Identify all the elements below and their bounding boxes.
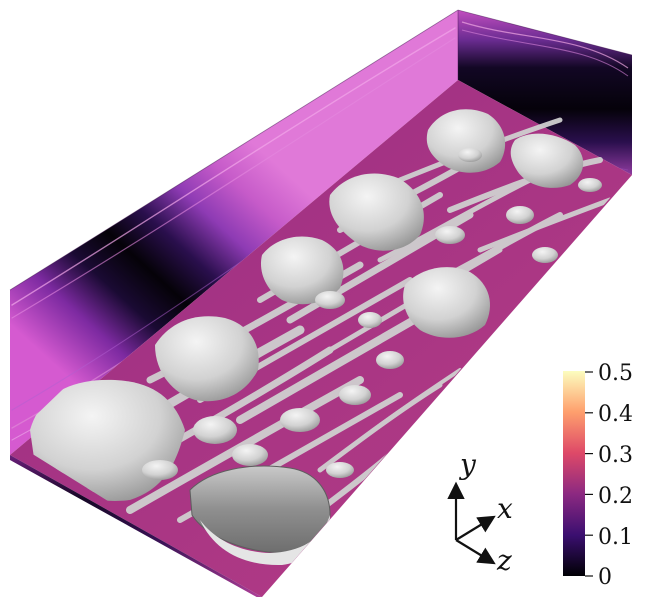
z-axis-arrow (455, 539, 496, 565)
hairpin-vortex-7 (510, 133, 584, 188)
hairpin-vortex-2 (155, 316, 259, 402)
colorbar-tick-label: 0.2 (598, 484, 633, 509)
x-axis-arrow (455, 515, 496, 541)
hairpin-vortex-5 (426, 109, 506, 173)
axes-triad (447, 481, 496, 565)
colorbar: 0.5 0.4 0.3 0.2 0.1 0 (563, 361, 633, 590)
hairpin-vortex-3 (260, 236, 344, 305)
hairpin-vortex-6 (403, 267, 490, 338)
front-wall (10, 455, 262, 597)
z-axis-label: z (496, 544, 512, 577)
back-wall (10, 10, 458, 455)
colorbar-tick-label: 0 (598, 565, 612, 590)
colorbar-ticks (585, 371, 593, 577)
colorbar-tick-label: 0.5 (598, 361, 633, 386)
hairpin-vortex-4 (329, 173, 424, 251)
colorbar-tick-label: 0.3 (598, 443, 633, 468)
isosurface-structures (30, 109, 613, 566)
x-axis-label: x (497, 492, 513, 525)
box-edges (9, 9, 633, 291)
colorbar-tick-label: 0.4 (598, 402, 633, 427)
colorbar-tick-label: 0.1 (598, 525, 633, 550)
y-axis-label: y (458, 448, 477, 481)
end-wall (458, 10, 632, 175)
colorbar-gradient (563, 371, 585, 576)
